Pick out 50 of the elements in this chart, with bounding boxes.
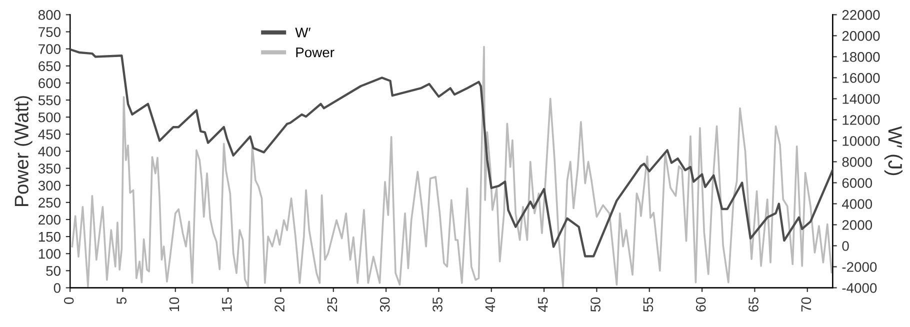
y2-tick-label: 14000 — [842, 94, 880, 104]
x-tick-label: 40 — [485, 297, 496, 312]
y2-tick-label: 8000 — [842, 157, 872, 167]
y-axis-title: Power (Watt) — [14, 96, 32, 206]
x-tick-label: 10 — [169, 297, 180, 312]
y2-tick-label: 0 — [842, 241, 849, 251]
y-tick-label: 0 — [54, 283, 60, 293]
y-tick-label: 600 — [38, 78, 60, 88]
y2-tick-label: 4000 — [842, 199, 872, 209]
x-tick-label: 25 — [327, 297, 338, 312]
y-tick-label: 800 — [38, 10, 60, 20]
x-tick-label: 20 — [274, 297, 284, 312]
y-tick-label: 700 — [38, 44, 60, 54]
y-tick-label: 100 — [38, 248, 60, 259]
y-tick-label: 750 — [38, 27, 60, 37]
y-tick-label: 550 — [38, 95, 60, 106]
y2-tick-label: 12000 — [842, 115, 880, 125]
x-tick-label: 65 — [748, 297, 758, 312]
y-tick-label: 300 — [38, 180, 60, 191]
x-tick-label: 60 — [696, 297, 706, 312]
y-tick-label: 50 — [46, 266, 60, 276]
x-tick-label: 55 — [643, 297, 654, 312]
y-tick-label: 250 — [38, 198, 60, 208]
y-tick-label: 350 — [38, 164, 60, 174]
y2-tick-label: 6000 — [842, 178, 872, 188]
y-tick-label: 450 — [38, 130, 60, 140]
y2-tick-label: 20000 — [842, 31, 880, 41]
y2-axis-title: W′ (J) — [884, 126, 903, 176]
y-tick-label: 400 — [38, 146, 60, 156]
y2-tick-label: 18000 — [842, 52, 880, 62]
x-tick-label: 30 — [380, 297, 390, 312]
y2-tick-label: 10000 — [842, 136, 880, 146]
x-tick-label: 15 — [222, 297, 232, 312]
y-tick-label: 200 — [38, 214, 60, 225]
y2-tick-label: 2000 — [842, 220, 872, 230]
y2-tick-label: -2000 — [842, 262, 877, 272]
legend-label: Power — [296, 48, 334, 58]
x-tick-label: 35 — [432, 297, 442, 312]
y-tick-label: 150 — [38, 232, 60, 242]
y2-tick-label: -4000 — [842, 283, 877, 293]
y2-tick-label: 16000 — [842, 73, 880, 83]
y-tick-label: 500 — [38, 112, 60, 122]
y2-tick-label: 22000 — [842, 10, 880, 20]
y-tick-label: 650 — [38, 61, 60, 72]
x-tick-label: 70 — [801, 297, 812, 312]
x-tick-label: 5 — [116, 297, 126, 304]
x-tick-label: 45 — [538, 297, 548, 312]
legend-label: W′ — [295, 28, 311, 38]
x-tick-label: 50 — [590, 297, 600, 312]
x-tick-label: 0 — [64, 297, 74, 304]
